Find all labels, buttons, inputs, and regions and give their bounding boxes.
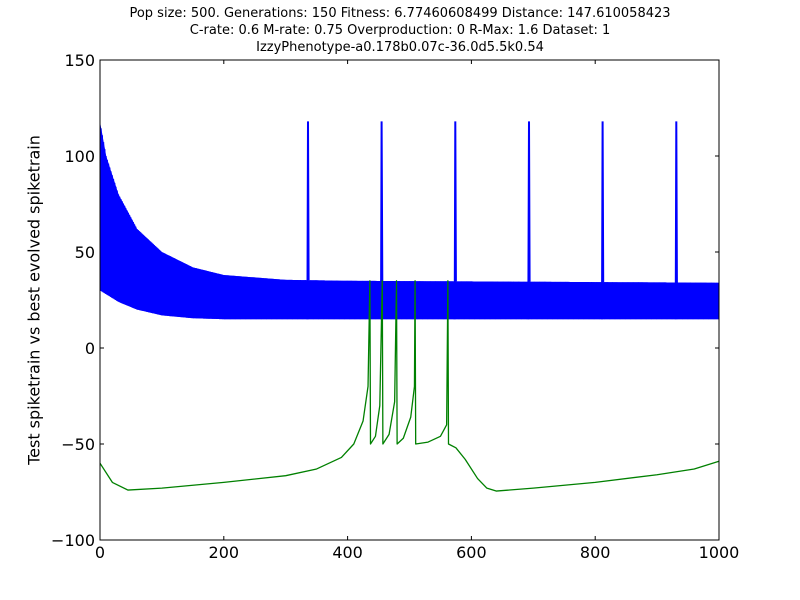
y-tick-label: −50: [61, 435, 95, 454]
y-tick-label: −100: [51, 531, 95, 550]
y-tick-label: 50: [75, 243, 95, 262]
series-blue-spike: [527, 121, 531, 320]
chart-title-line-3: IzzyPhenotype-a0.178b0.07c-36.0d5.5k0.54: [256, 40, 544, 55]
series-blue-spike: [674, 121, 678, 320]
series-blue-spike: [306, 121, 310, 320]
series-blue-spike: [453, 121, 457, 320]
chart-title-line-1: Pop size: 500. Generations: 150 Fitness:…: [129, 6, 671, 21]
chart-title-line-2: C-rate: 0.6 M-rate: 0.75 Overproduction:…: [189, 23, 611, 38]
x-tick-label: 200: [209, 543, 240, 562]
y-tick-label: 0: [85, 339, 95, 358]
x-tick-label: 0: [95, 543, 105, 562]
x-tick-label: 400: [332, 543, 363, 562]
series-blue-band-fill: [100, 121, 719, 320]
ticks-layer: 0 200 400 600 800 1000 150 100 50 0 −50 −100: [51, 51, 739, 562]
axes-frame: [99, 59, 720, 541]
x-tick-label: 1000: [699, 543, 740, 562]
series-blue-spike: [380, 121, 384, 320]
x-tick-label: 800: [580, 543, 611, 562]
y-tick-label: 100: [64, 147, 95, 166]
series-green-line: [99, 280, 720, 492]
series-blue-spike: [601, 121, 605, 320]
plot-layer: [99, 121, 720, 492]
y-tick-label: 150: [64, 51, 95, 70]
x-tick-label: 600: [456, 543, 487, 562]
